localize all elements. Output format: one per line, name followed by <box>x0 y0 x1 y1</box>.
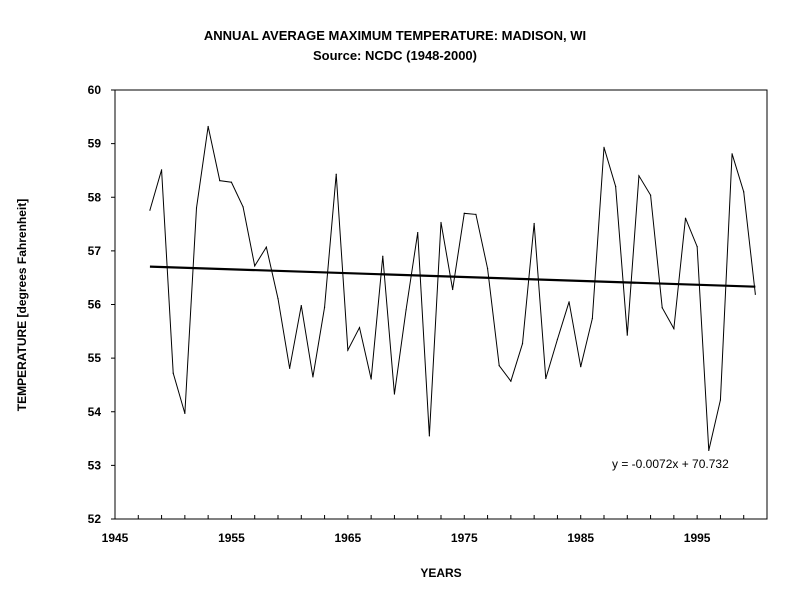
data-point-1977 <box>486 267 489 270</box>
data-point-1994 <box>684 217 687 219</box>
data-point-1986 <box>591 317 593 320</box>
data-point-1978 <box>498 365 500 367</box>
chart-subtitle: Source: NCDC (1948-2000) <box>313 48 477 63</box>
series-group <box>149 125 756 451</box>
linear-trendline <box>149 265 756 288</box>
x-ticks: 1945 1955 1965 1975 1985 1995 <box>102 515 768 545</box>
x-tick-label: 1955 <box>218 531 245 545</box>
data-point-1960 <box>289 367 291 369</box>
trendline-equation: y = -0.0072x + 70.732 <box>612 457 729 471</box>
data-point-1950 <box>172 372 174 374</box>
plot-area <box>114 89 768 520</box>
data-point-1958 <box>265 246 267 248</box>
data-point-1991 <box>649 194 652 196</box>
data-point-1968 <box>382 255 384 257</box>
data-point-1972 <box>428 435 430 437</box>
data-point-1990 <box>638 175 640 177</box>
data-point-1967 <box>370 378 372 380</box>
x-tick-label: 1975 <box>451 531 478 545</box>
y-tick-label: 56 <box>88 298 102 312</box>
data-point-1949 <box>160 169 163 171</box>
data-point-2000 <box>754 293 756 295</box>
data-point-1975 <box>463 212 465 214</box>
data-point-1988 <box>615 185 617 188</box>
data-point-1954 <box>219 180 221 182</box>
y-tick-label: 59 <box>88 137 102 151</box>
x-tick-label: 1995 <box>684 531 711 545</box>
data-point-1963 <box>323 306 326 308</box>
data-point-1951 <box>184 412 186 414</box>
data-point-1979 <box>510 380 512 382</box>
y-tick-label: 60 <box>88 83 102 97</box>
data-point-1998 <box>731 153 733 155</box>
data-point-1948 <box>149 209 151 211</box>
data-point-1983 <box>556 338 559 340</box>
x-tick-label: 1945 <box>102 531 129 545</box>
y-tick-label: 54 <box>88 405 102 419</box>
data-point-1966 <box>358 326 361 329</box>
data-point-1980 <box>521 343 524 345</box>
data-point-1976 <box>475 213 477 216</box>
data-point-1961 <box>300 304 302 307</box>
data-point-1987 <box>603 146 605 148</box>
x-tick-label: 1965 <box>335 531 362 545</box>
data-point-1981 <box>533 222 535 225</box>
y-tick-label: 57 <box>88 244 102 258</box>
data-point-1959 <box>277 298 279 300</box>
y-tick-label: 52 <box>88 512 102 526</box>
data-point-1969 <box>393 393 396 395</box>
y-tick-label: 55 <box>88 351 102 365</box>
x-axis-label: YEARS <box>420 566 461 580</box>
data-point-1982 <box>545 377 547 380</box>
x-tick-label: 1985 <box>567 531 594 545</box>
data-point-1995 <box>696 245 698 248</box>
data-point-1971 <box>417 232 419 234</box>
data-point-1955 <box>230 181 233 183</box>
data-point-1992 <box>661 307 663 309</box>
data-point-1974 <box>452 288 454 291</box>
data-point-1989 <box>626 334 628 336</box>
data-point-1999 <box>743 191 745 193</box>
data-point-1953 <box>207 125 209 128</box>
data-point-1970 <box>405 309 407 311</box>
data-point-1993 <box>673 328 675 330</box>
y-axis-label: TEMPERATURE [degrees Fahrenheit] <box>15 199 29 411</box>
data-point-1985 <box>580 366 582 368</box>
y-ticks: 52 53 54 55 56 57 58 59 60 <box>88 83 115 526</box>
y-tick-label: 53 <box>88 458 102 472</box>
data-point-1973 <box>440 221 442 224</box>
data-point-1952 <box>195 207 198 209</box>
data-point-1957 <box>254 265 256 267</box>
data-point-1996 <box>708 449 710 451</box>
data-point-1997 <box>719 399 722 401</box>
data-point-1964 <box>335 173 337 175</box>
data-point-1962 <box>312 376 314 378</box>
data-point-1984 <box>568 301 570 303</box>
y-tick-label: 58 <box>88 190 102 204</box>
data-point-1956 <box>242 206 244 208</box>
data-point-1965 <box>347 349 349 351</box>
chart-title: ANNUAL AVERAGE MAXIMUM TEMPERATURE: MADI… <box>204 28 586 43</box>
